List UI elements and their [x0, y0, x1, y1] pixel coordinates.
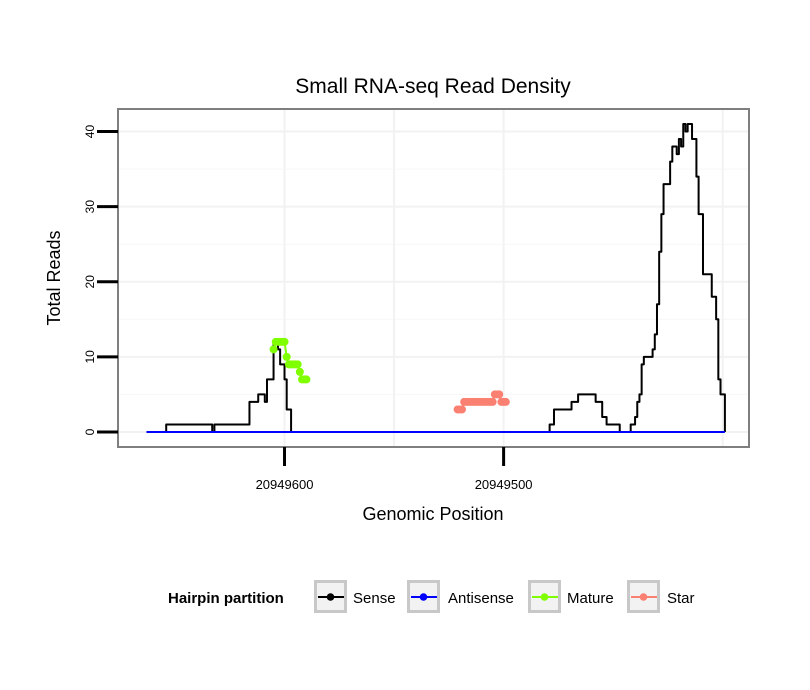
legend-label-mature: Mature: [567, 590, 614, 607]
data-point-mature: [280, 337, 289, 346]
data-point-mature: [269, 345, 278, 354]
chart-title: Small RNA-seq Read Density: [295, 75, 571, 98]
legend-key-dot: [419, 593, 428, 601]
data-point-star: [457, 405, 466, 414]
data-point-mature: [295, 367, 304, 376]
legend-key-dot: [540, 593, 549, 601]
data-point-star: [501, 397, 510, 406]
y-tick-label: 40: [83, 125, 97, 139]
plot-background: [118, 109, 749, 447]
series-points: [269, 337, 510, 414]
y-tick-label: 20: [83, 275, 97, 289]
x-axis: 20949600 20949500: [256, 447, 533, 492]
y-tick-label: 0: [83, 428, 97, 435]
x-axis-label: Genomic Position: [362, 504, 503, 524]
x-tick-label: 20949500: [475, 477, 533, 492]
legend: Hairpin partition Sense Antisense Mature St…: [168, 580, 695, 613]
data-point-mature: [293, 360, 302, 369]
data-point-star: [488, 397, 497, 406]
legend-label-sense: Sense: [353, 590, 396, 607]
legend-label-star: Star: [667, 590, 695, 607]
y-axis: 0 10 20 30 40: [83, 125, 118, 435]
grid: [118, 109, 749, 447]
data-point-mature: [282, 352, 291, 361]
legend-title: Hairpin partition: [168, 590, 284, 607]
data-point-star: [495, 390, 504, 399]
x-tick-label: 20949600: [256, 477, 314, 492]
legend-key-dot: [326, 593, 335, 601]
legend-label-antisense: Antisense: [448, 590, 514, 607]
y-tick-label: 30: [83, 200, 97, 214]
data-point-mature: [302, 375, 311, 384]
y-tick-label: 10: [83, 350, 97, 364]
legend-key-dot: [639, 593, 648, 601]
y-axis-label: Total Reads: [44, 230, 64, 325]
plot-border: [117, 108, 750, 448]
